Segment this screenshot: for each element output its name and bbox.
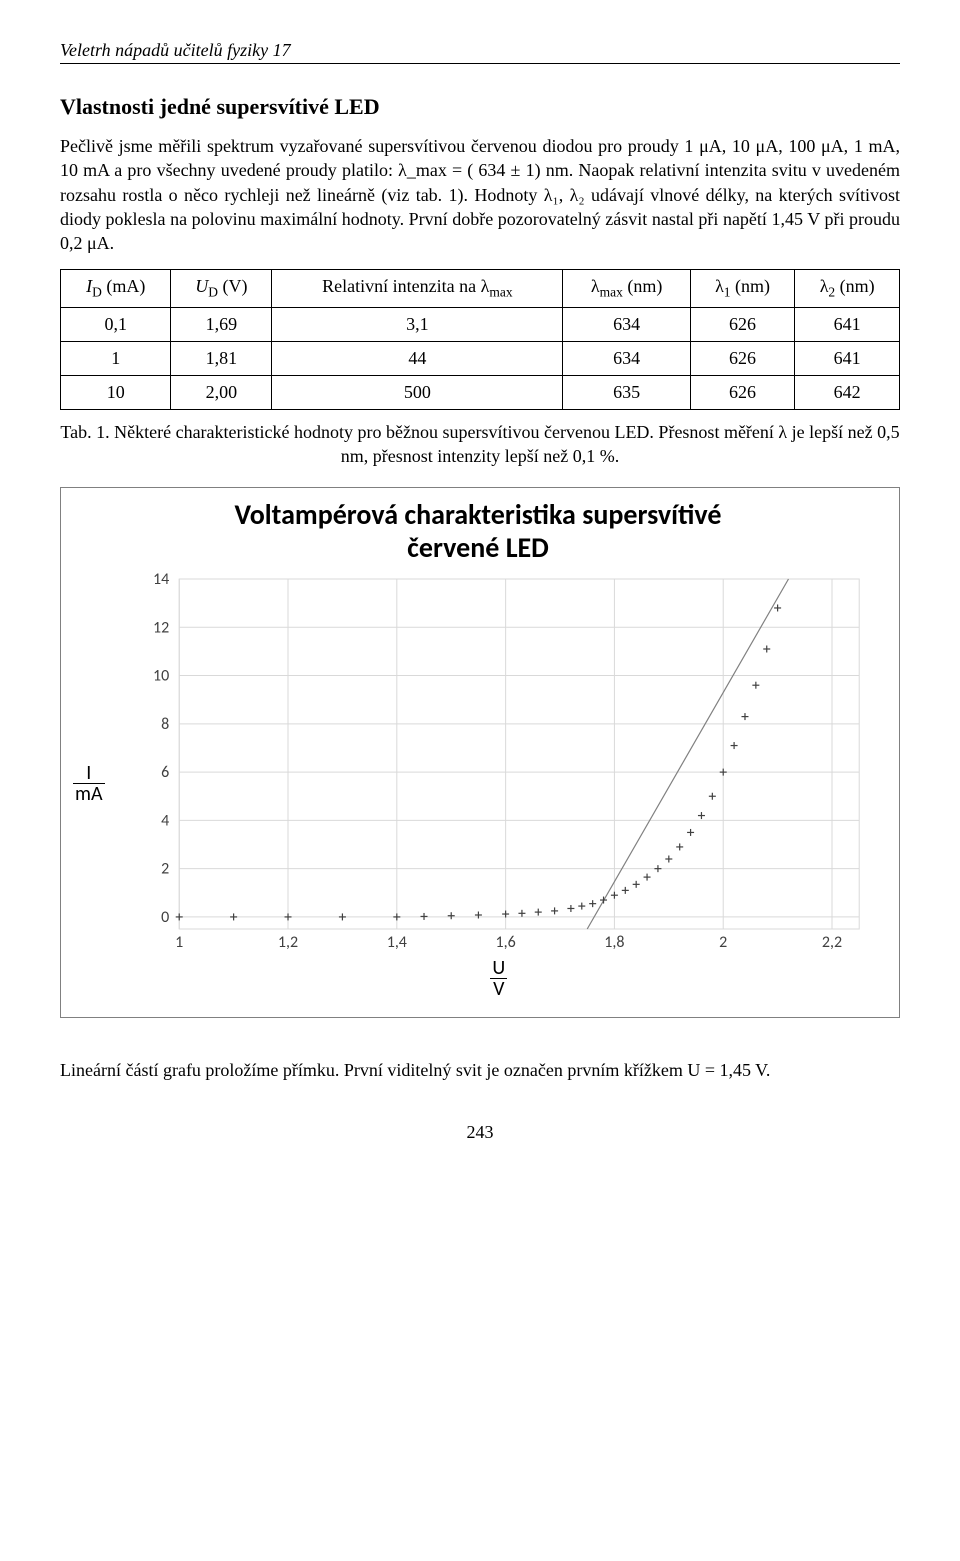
table-cell: 1,69: [171, 308, 272, 342]
table-cell: 634: [563, 308, 690, 342]
table-body: 0,11,693,163462664111,8144634626641102,0…: [61, 308, 900, 410]
col-id: ID (mA): [61, 270, 171, 308]
svg-text:2: 2: [719, 933, 727, 949]
table-row: 11,8144634626641: [61, 342, 900, 376]
footer-paragraph: Lineární částí grafu proložíme přímku. P…: [60, 1058, 900, 1082]
svg-text:0: 0: [161, 908, 169, 927]
page-number: 243: [60, 1122, 900, 1143]
col-ud: UD (V): [171, 270, 272, 308]
section-title: Vlastnosti jedné supersvítivé LED: [60, 94, 900, 120]
table-cell: 642: [795, 376, 900, 410]
va-chart: Voltampérová charakteristika supersvítiv…: [60, 487, 900, 1018]
table-header-row: ID (mA) UD (V) Relativní intenzita na λm…: [61, 270, 900, 308]
svg-text:4: 4: [161, 811, 169, 830]
header-rule: [60, 63, 900, 64]
ylabel-bot: mA: [73, 784, 105, 804]
svg-text:6: 6: [161, 763, 169, 782]
chart-title-line2: červené LED: [407, 530, 549, 565]
table-cell: 1,81: [171, 342, 272, 376]
table-cell: 0,1: [61, 308, 171, 342]
table-caption: Tab. 1. Některé charakteristické hodnoty…: [60, 420, 900, 469]
col-lmax: λmax (nm): [563, 270, 690, 308]
svg-text:1: 1: [175, 933, 183, 949]
col-rel: Relativní intenzita na λmax: [272, 270, 563, 308]
table-cell: 626: [690, 376, 795, 410]
running-head: Veletrh nápadů učitelů fyziky 17: [60, 40, 900, 61]
body-paragraph-1: Pečlivě jsme měřili spektrum vyzařované …: [60, 134, 900, 255]
table-cell: 626: [690, 308, 795, 342]
chart-title-line1: Voltampérová charakteristika supersvítiv…: [234, 497, 721, 532]
table-cell: 10: [61, 376, 171, 410]
svg-text:1,2: 1,2: [277, 933, 297, 949]
chart-svg: 1 1,2 1,4 1,6 1,8 2 2,2 0 2 4 6 8 10 12 14: [111, 569, 887, 949]
table-row: 102,00500635626642: [61, 376, 900, 410]
xlabel-bot: V: [490, 979, 507, 999]
col-l1: λ1 (nm): [690, 270, 795, 308]
table-cell: 1: [61, 342, 171, 376]
ylabel-top: I: [73, 763, 105, 784]
table-cell: 2,00: [171, 376, 272, 410]
chart-title: Voltampérová charakteristika supersvítiv…: [69, 498, 887, 565]
chart-xlabel: U V: [111, 958, 887, 999]
svg-text:2,2: 2,2: [821, 933, 841, 949]
table-cell: 3,1: [272, 308, 563, 342]
svg-text:1,6: 1,6: [495, 933, 515, 949]
table-row: 0,11,693,1634626641: [61, 308, 900, 342]
table-cell: 44: [272, 342, 563, 376]
table-cell: 641: [795, 308, 900, 342]
svg-text:14: 14: [153, 570, 169, 589]
table-cell: 635: [563, 376, 690, 410]
svg-text:12: 12: [153, 618, 169, 637]
svg-text:10: 10: [153, 666, 169, 685]
xlabel-top: U: [490, 958, 507, 979]
svg-text:2: 2: [161, 860, 169, 879]
measurement-table: ID (mA) UD (V) Relativní intenzita na λm…: [60, 269, 900, 410]
svg-text:1,8: 1,8: [604, 933, 624, 949]
chart-ylabel: I mA: [69, 763, 111, 804]
table-cell: 500: [272, 376, 563, 410]
svg-text:8: 8: [161, 715, 169, 734]
svg-text:1,4: 1,4: [386, 933, 406, 949]
table-cell: 634: [563, 342, 690, 376]
table-cell: 641: [795, 342, 900, 376]
col-l2: λ2 (nm): [795, 270, 900, 308]
table-cell: 626: [690, 342, 795, 376]
